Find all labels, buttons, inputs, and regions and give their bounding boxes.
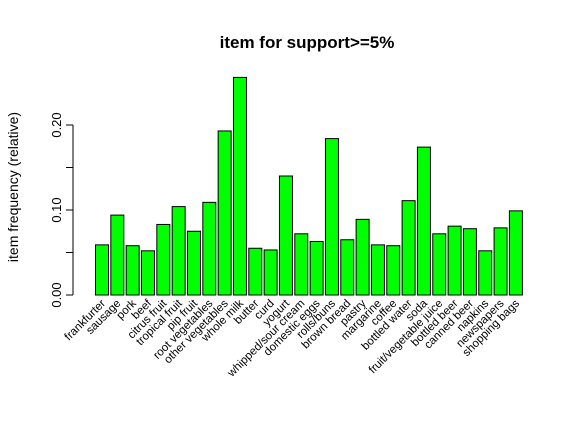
bar [186,230,201,296]
bar [478,250,493,296]
bar [202,201,217,296]
bar [432,233,447,296]
bar [95,244,109,296]
bar [156,223,171,296]
chart-title: item for support>=5% [220,33,395,52]
bar [263,249,278,296]
bar [355,218,370,296]
y-axis-label: item frequency (relative) [5,112,21,262]
bar [324,138,339,296]
bar [294,233,309,296]
bar [140,250,155,296]
bar [125,245,140,296]
y-tick-label: 0.00 [49,282,64,307]
bar [447,225,462,296]
y-axis: 0.00 0.10 0.20 [49,112,74,308]
bar [386,245,401,296]
bar [110,214,125,296]
bar [493,227,508,296]
bar [309,240,324,296]
bar [401,200,416,296]
bar [340,239,355,296]
bar [278,175,293,296]
bar [217,130,232,296]
bar [370,244,385,296]
bars-group [95,76,523,296]
y-tick-label: 0.20 [49,112,64,137]
y-tick-label: 0.10 [49,197,64,222]
bar [232,76,247,296]
bar [508,210,523,296]
bar [416,146,431,296]
bar [248,247,263,296]
bar [462,228,477,296]
bar [171,206,186,296]
